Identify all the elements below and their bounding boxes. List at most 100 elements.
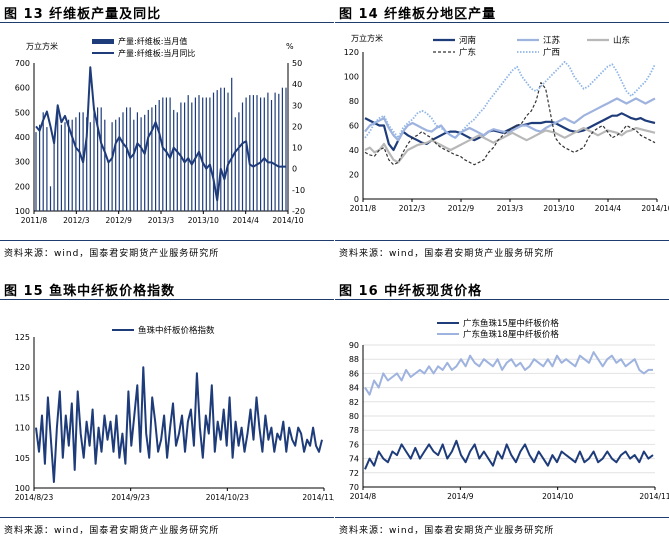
- bar: [202, 97, 204, 211]
- bar: [241, 102, 244, 211]
- bar: [144, 114, 146, 211]
- x-tick-label: 2012/3: [399, 204, 426, 213]
- legend-label: 广东鱼珠15厘中纤板价格: [463, 318, 559, 329]
- bar: [231, 77, 233, 211]
- legend-label: 产量:纤维板:当月值: [118, 36, 187, 46]
- x-tick-label: 2011/8: [21, 216, 48, 225]
- bar: [35, 132, 37, 211]
- source-note: 资料来源：wind，国泰君安期货产业服务研究所: [4, 526, 220, 536]
- y-tick-label: 20: [349, 171, 359, 180]
- y-tick-label: 60: [349, 122, 359, 131]
- legend-label: 山东: [613, 35, 630, 46]
- y-tick-label: 84: [349, 384, 359, 393]
- x-tick-label: 2014/8: [350, 492, 377, 501]
- bar: [158, 100, 160, 211]
- y-tick-label: 100: [15, 484, 30, 493]
- x-tick-label: 2014/9/23: [111, 493, 150, 502]
- chart-fig16: 70 72 74 76 78 80 82 84 86 88 90 2014/8 2014/9 2014/1…: [349, 318, 669, 501]
- source-divider: [335, 240, 669, 241]
- x-tick-label: 2014/11: [639, 492, 669, 501]
- x-tick-label: 2014/4: [595, 204, 622, 213]
- legend-label: 河南: [459, 35, 476, 46]
- bar: [234, 117, 236, 211]
- y-tick-label: 120: [15, 363, 30, 372]
- legend-label: 鱼珠中纤板价格指数: [138, 325, 215, 336]
- x-tick-label: 2014/8/23: [15, 493, 54, 502]
- source-note: 资料来源：wind，国泰君安期货产业服务研究所: [4, 249, 220, 259]
- chart-panel-fig16: 图 16 中纤板现货价格 70 72 74 76 78 80 82 84 86 88 90 2014/…: [335, 277, 669, 554]
- bar: [223, 87, 225, 211]
- y-axis-label: 万立方米: [26, 41, 58, 51]
- y-tick-label: 110: [15, 424, 30, 433]
- bar: [93, 107, 95, 211]
- y-right-tick-label: -10: [292, 186, 305, 195]
- chart-panel-fig15: 图 15 鱼珠中纤板价格指数 100 105 110 115 120 125 2014/8/…: [0, 277, 334, 554]
- bar: [256, 95, 258, 211]
- y-right-tick-label: 20: [292, 122, 302, 131]
- bar: [216, 90, 218, 211]
- y-axis-label: 万立方米: [351, 33, 383, 43]
- bar: [57, 107, 59, 211]
- bar: [151, 107, 153, 211]
- bar: [53, 141, 55, 211]
- bar: [176, 112, 178, 211]
- bar: [147, 109, 149, 211]
- x-tick-label: 2013/3: [148, 216, 175, 225]
- y-tick-label: 100: [15, 207, 30, 216]
- bar: [267, 92, 269, 211]
- chart-title: 图 16 中纤板现货价格: [339, 284, 483, 299]
- legend-swatch-bar: [92, 39, 114, 44]
- bar: [184, 102, 186, 211]
- y-tick-label: 125: [15, 333, 30, 342]
- bar: [194, 97, 196, 211]
- bar: [42, 112, 44, 211]
- y-tick-label: 78: [349, 426, 359, 435]
- bar: [122, 112, 124, 211]
- bar: [115, 119, 117, 211]
- bar: [260, 97, 262, 211]
- bar: [39, 124, 41, 211]
- bar: [118, 117, 120, 211]
- bar: [165, 97, 167, 211]
- x-tick-label: 2014/4: [232, 216, 259, 225]
- legend-label: 江苏: [543, 35, 561, 46]
- x-tick-label: 2014/10: [542, 492, 573, 501]
- source-note: 资料来源：wind，国泰君安期货产业服务研究所: [339, 249, 555, 259]
- bar: [71, 119, 73, 211]
- y-tick-label: 80: [349, 97, 359, 106]
- bar: [49, 186, 52, 211]
- title-divider: [335, 299, 669, 300]
- bar: [100, 107, 102, 211]
- bar: [212, 92, 215, 211]
- y-right-tick-label: 10: [292, 144, 302, 153]
- chart-title: 图 14 纤维板分地区产量: [339, 7, 497, 22]
- yoy-line: [35, 66, 286, 202]
- bar: [46, 127, 48, 211]
- title-divider: [335, 22, 669, 23]
- bar: [274, 92, 276, 211]
- chart-fig14: 0 20 40 60 80 100 120 2011/8 2012/3 2012/9 2013/3 2…: [344, 33, 669, 213]
- chart-panel-fig14: 图 14 纤维板分地区产量 0 20 40 60 80 100 120 2011/8 2012/…: [335, 0, 669, 277]
- series-line: [364, 126, 656, 164]
- x-tick-label: 2013/3: [497, 204, 524, 213]
- bar: [252, 95, 254, 211]
- y-right-tick-label: 30: [292, 101, 302, 110]
- title-divider: [0, 299, 334, 300]
- bar: [263, 97, 265, 211]
- x-tick-label: 2012/9: [105, 216, 132, 225]
- y-tick-label: 500: [15, 108, 30, 117]
- y-right-tick-label: 40: [292, 80, 302, 89]
- x-tick-label: 2012/9: [448, 204, 475, 213]
- y-right-tick-label: 50: [292, 59, 302, 68]
- x-tick-label: 2014/10/23: [206, 493, 249, 502]
- series-line: [364, 60, 656, 139]
- x-tick-label: 2014/11/23: [302, 493, 334, 502]
- bar: [220, 87, 222, 211]
- source-divider: [0, 517, 334, 518]
- bar: [129, 107, 131, 211]
- x-tick-label: 2014/9: [447, 492, 474, 501]
- y-tick-label: 86: [349, 369, 359, 378]
- bar: [209, 97, 211, 211]
- bar: [140, 117, 142, 211]
- bar: [281, 87, 283, 211]
